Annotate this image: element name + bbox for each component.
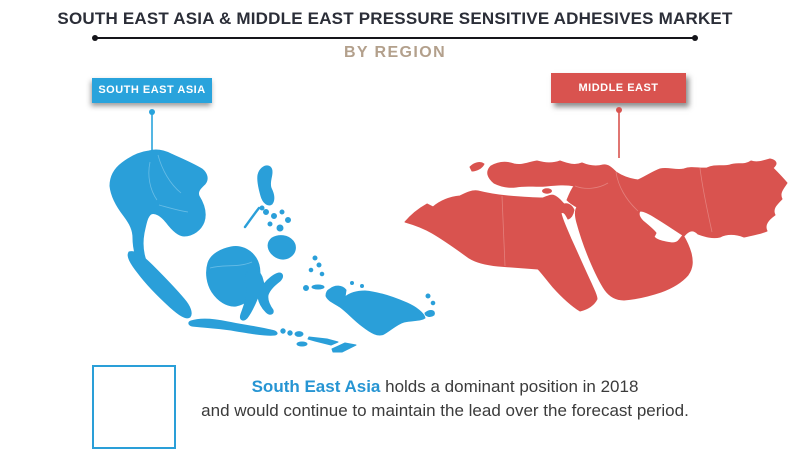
page-title: SOUTH EAST ASIA & MIDDLE EAST PRESSURE S… bbox=[57, 9, 733, 28]
east-thrace-shape bbox=[469, 162, 485, 172]
south-east-asia-connector bbox=[149, 109, 155, 152]
middle-east-map bbox=[404, 158, 788, 312]
middle-east-connector bbox=[616, 107, 622, 158]
title-divider-line bbox=[92, 35, 698, 41]
cyprus-shape bbox=[542, 188, 552, 194]
caption-line-2: and would continue to maintain the lead … bbox=[201, 401, 689, 420]
middle-east-asia-shape bbox=[487, 158, 788, 301]
sulawesi-shape bbox=[240, 267, 283, 321]
caption-highlight: South East Asia bbox=[251, 377, 381, 396]
borneo-shape bbox=[206, 246, 261, 307]
thumbnail-border-box bbox=[92, 365, 176, 449]
sumatra-shape bbox=[127, 251, 192, 319]
indochina-shape bbox=[109, 149, 208, 310]
flores-shape bbox=[307, 336, 339, 346]
new-britain-shape bbox=[424, 310, 435, 317]
south-east-asia-label: SOUTH EAST ASIA bbox=[92, 78, 212, 103]
middle-east-label: MIDDLE EAST bbox=[551, 73, 686, 103]
timor-shape bbox=[331, 342, 357, 353]
caption-line-1-rest: holds a dominant position in 2018 bbox=[380, 377, 639, 396]
java-shape bbox=[188, 318, 278, 336]
palawan-shape bbox=[243, 206, 261, 229]
mindanao-shape bbox=[267, 235, 296, 260]
page-subtitle: BY REGION bbox=[343, 44, 447, 61]
north-africa-shape bbox=[404, 190, 598, 312]
luzon-shape bbox=[257, 165, 275, 206]
footer-caption: South East Asia holds a dominant positio… bbox=[185, 375, 705, 423]
south-east-asia-map bbox=[109, 149, 436, 353]
papua-shape bbox=[325, 285, 426, 336]
caption-line-1: South East Asia holds a dominant positio… bbox=[185, 375, 705, 399]
